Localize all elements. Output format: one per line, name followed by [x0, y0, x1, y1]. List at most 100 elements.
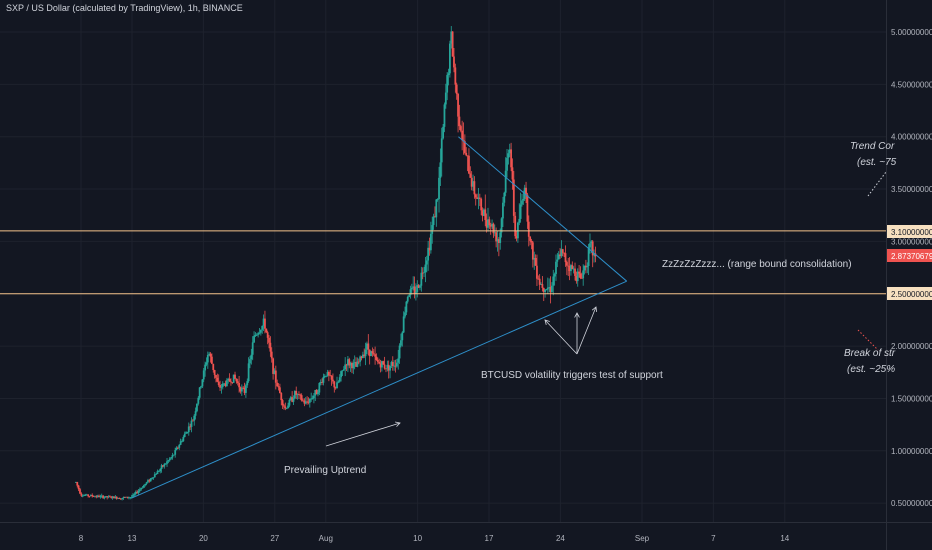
- candle-body: [280, 392, 283, 401]
- candle-body: [565, 262, 568, 266]
- candle-body: [436, 199, 439, 200]
- arrow-right-head: [591, 306, 597, 313]
- candle-body: [382, 361, 385, 365]
- candle-body: [561, 249, 564, 253]
- candle-body: [483, 209, 485, 216]
- candle-body: [77, 485, 80, 490]
- candle-body: [576, 271, 579, 282]
- candle-body: [288, 399, 291, 406]
- x-tick-label: 14: [780, 534, 789, 543]
- candle-body: [157, 471, 160, 472]
- candle-body: [521, 200, 523, 205]
- candle-body: [162, 465, 164, 467]
- candle-body: [259, 329, 262, 333]
- candle-body: [152, 477, 155, 479]
- candle-body: [279, 387, 281, 393]
- candle-body: [519, 204, 522, 219]
- candle-body: [266, 332, 269, 338]
- candle-body: [156, 471, 159, 475]
- candle-body: [489, 225, 492, 227]
- candle-body: [262, 318, 265, 326]
- candle-body: [144, 483, 147, 486]
- candle-body: [534, 257, 537, 266]
- candle-body: [546, 287, 549, 290]
- candle-body: [181, 441, 183, 442]
- candle-body: [455, 84, 458, 94]
- level-tag-lower: 2.50000000: [887, 287, 932, 300]
- candle-body: [303, 400, 306, 404]
- candle-body: [187, 426, 190, 433]
- candle-body: [138, 489, 141, 491]
- candle-body: [198, 387, 201, 398]
- trendlines-layer: [0, 136, 886, 499]
- candle-body: [404, 312, 406, 317]
- candle-body: [285, 408, 288, 410]
- candle-body: [580, 277, 583, 279]
- candle-body: [425, 260, 428, 265]
- candle-body: [484, 209, 487, 220]
- candle-body: [95, 496, 98, 498]
- candle-body: [167, 460, 170, 462]
- annotation-consolidation: ZzZzZzZzzz... (range bound consolidation…: [662, 259, 852, 270]
- candle-body: [276, 382, 279, 387]
- candle-body: [330, 375, 333, 380]
- candle-body: [307, 401, 310, 403]
- candle-body: [506, 157, 508, 171]
- candle-body: [570, 265, 572, 272]
- candle-body: [510, 149, 512, 168]
- x-tick-label: 10: [413, 534, 422, 543]
- candle-body: [291, 397, 294, 402]
- candle-body: [439, 162, 442, 178]
- candle-body: [315, 390, 318, 395]
- candle-body: [374, 354, 376, 357]
- candle-body: [355, 362, 357, 367]
- candle-body: [366, 343, 368, 350]
- candle-body: [502, 202, 504, 219]
- candle-body: [391, 362, 394, 367]
- candle-body: [284, 406, 287, 409]
- candle-body: [459, 126, 462, 131]
- candle-body: [500, 218, 503, 233]
- candle-body: [178, 444, 181, 448]
- candle-body: [212, 363, 215, 371]
- candle-body: [84, 495, 87, 496]
- candle-body: [79, 489, 81, 494]
- candle-body: [357, 361, 360, 363]
- candle-body: [143, 485, 145, 488]
- candle-body: [254, 334, 257, 336]
- candle-body: [314, 390, 317, 396]
- candle-body: [231, 382, 234, 383]
- candle-body: [217, 381, 220, 386]
- candle-body: [168, 458, 171, 461]
- candle-body: [240, 387, 243, 392]
- candle-body: [268, 337, 270, 343]
- candle-body: [149, 478, 152, 482]
- candle-body: [99, 496, 102, 498]
- candle-body: [434, 216, 436, 218]
- candle-body: [557, 254, 560, 260]
- candle-body: [115, 496, 118, 499]
- candle-body: [130, 496, 133, 498]
- candle-body: [466, 155, 469, 157]
- candle-body: [75, 482, 77, 483]
- candle-body: [559, 254, 561, 257]
- candle-body: [508, 149, 511, 154]
- candle-body: [427, 247, 430, 261]
- candle-body: [175, 447, 178, 451]
- candle-body: [206, 355, 209, 363]
- candle-body: [556, 259, 559, 262]
- candle-body: [81, 495, 84, 497]
- candle-body: [313, 395, 315, 399]
- candle-body: [182, 437, 185, 442]
- candle-body: [345, 364, 348, 366]
- y-tick-label: 2.00000000: [891, 342, 932, 351]
- candle-body: [389, 365, 391, 371]
- candle-body: [349, 362, 352, 366]
- candle-body: [457, 93, 459, 117]
- candle-body: [213, 370, 216, 375]
- candle-body: [347, 359, 349, 366]
- candle-body: [119, 498, 122, 500]
- candle-body: [586, 266, 589, 268]
- annotation-trend-line2: (est. ~75: [857, 157, 897, 168]
